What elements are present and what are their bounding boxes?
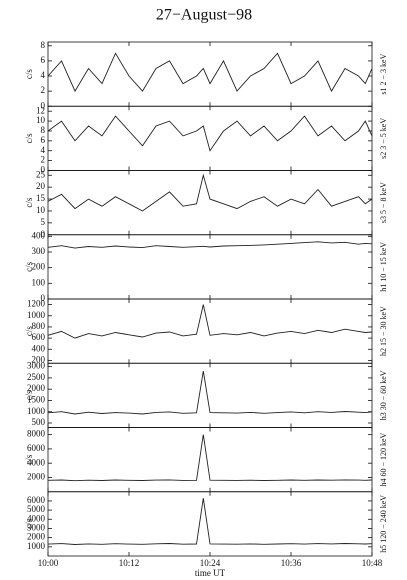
- y-axis-label: c/s: [24, 326, 34, 336]
- panel-label: h1 10 − 15 keV: [379, 242, 388, 292]
- data-line: [47, 173, 373, 212]
- data-line: [47, 304, 373, 339]
- panel-label: h5 120 − 240 keV: [379, 495, 388, 553]
- y-tick-label: 800: [32, 321, 46, 331]
- y-tick-label: 2500: [27, 372, 46, 382]
- y-tick-label: 2: [41, 155, 46, 165]
- y-tick-label: 1000: [27, 310, 46, 320]
- y-tick-label: 4: [41, 70, 46, 80]
- y-axis-label: c/s: [24, 518, 34, 528]
- x-tick-label: 10:24: [200, 558, 221, 568]
- y-tick-label: 6: [41, 135, 46, 145]
- y-tick-label: 8: [41, 125, 46, 135]
- panel-frame: [47, 170, 373, 236]
- panel-label: h3 30 − 60 keV: [379, 370, 388, 420]
- y-tick-label: 0: [41, 229, 46, 239]
- y-tick-label: 200: [32, 355, 46, 365]
- y-tick-label: 5000: [27, 504, 46, 514]
- y-tick-label: 0: [41, 165, 46, 175]
- y-tick-label: 1200: [27, 299, 46, 309]
- y-axis-label: c/s: [24, 133, 34, 143]
- data-line: [47, 52, 373, 93]
- y-tick-label: 25: [36, 169, 46, 179]
- y-tick-label: 4000: [27, 457, 46, 467]
- y-axis-label: c/s: [24, 261, 34, 271]
- x-tick-label: 10:00: [38, 558, 59, 568]
- y-tick-label: 20: [36, 181, 46, 191]
- data-line: [47, 434, 373, 482]
- y-tick-label: 3000: [27, 361, 46, 371]
- panel-frame: [47, 362, 373, 428]
- y-tick-label: 0: [41, 293, 46, 303]
- panel-label: h4 60 − 120 keV: [379, 432, 388, 486]
- y-axis-label: c/s: [24, 454, 34, 464]
- y-tick-label: 400: [32, 343, 46, 353]
- y-axis-label: c/s: [24, 390, 34, 400]
- chart-title: 27−August−98: [156, 7, 252, 24]
- y-tick-label: 6: [41, 55, 46, 65]
- panel-label: h2 15 − 30 keV: [379, 306, 388, 356]
- y-tick-label: 12: [36, 105, 45, 115]
- y-tick-label: 10: [36, 205, 46, 215]
- panel-label: s2 3 − 5 keV: [379, 118, 388, 159]
- y-tick-label: 2000: [27, 532, 46, 542]
- data-line: [47, 115, 373, 152]
- x-axis-label: time UT: [195, 568, 226, 578]
- y-tick-label: 200: [32, 262, 46, 272]
- y-tick-label: 400: [32, 230, 46, 240]
- y-tick-label: 4000: [27, 513, 46, 523]
- y-tick-label: 1000: [27, 541, 46, 551]
- panel-frame: [47, 427, 373, 493]
- y-tick-label: 2000: [27, 472, 46, 482]
- panel-frame: [47, 105, 373, 171]
- data-line: [47, 498, 373, 545]
- y-tick-label: 8000: [27, 429, 46, 439]
- y-axis-label: c/s: [24, 197, 34, 207]
- y-tick-label: 2000: [27, 383, 46, 393]
- x-tick-label: 10:12: [119, 558, 140, 568]
- y-tick-label: 5: [41, 217, 46, 227]
- panel-frame: [47, 41, 373, 107]
- y-tick-label: 1500: [27, 395, 46, 405]
- panel-frame: [47, 491, 373, 557]
- y-tick-label: 4: [41, 145, 46, 155]
- y-tick-label: 10: [36, 115, 46, 125]
- panel-frame: [47, 234, 373, 300]
- y-tick-label: 3000: [27, 523, 46, 533]
- x-tick-label: 10:48: [362, 558, 383, 568]
- y-tick-label: 300: [32, 246, 46, 256]
- y-tick-label: 500: [32, 417, 46, 427]
- y-tick-label: 0: [41, 100, 46, 110]
- panel-label: s3 5 − 8 keV: [379, 182, 388, 223]
- data-line: [47, 371, 373, 415]
- y-axis-label: c/s: [24, 69, 34, 79]
- y-tick-label: 6000: [27, 495, 46, 505]
- y-tick-label: 6000: [27, 443, 46, 453]
- panel-label: s1 2 − 3 keV: [379, 53, 388, 94]
- y-tick-label: 8: [41, 40, 46, 50]
- x-tick-label: 10:36: [281, 558, 302, 568]
- y-tick-label: 600: [32, 332, 46, 342]
- y-tick-label: 1000: [27, 406, 46, 416]
- data-line: [47, 241, 373, 249]
- y-tick-label: 2: [41, 85, 46, 95]
- y-tick-label: 100: [32, 277, 46, 287]
- y-tick-label: 15: [36, 193, 46, 203]
